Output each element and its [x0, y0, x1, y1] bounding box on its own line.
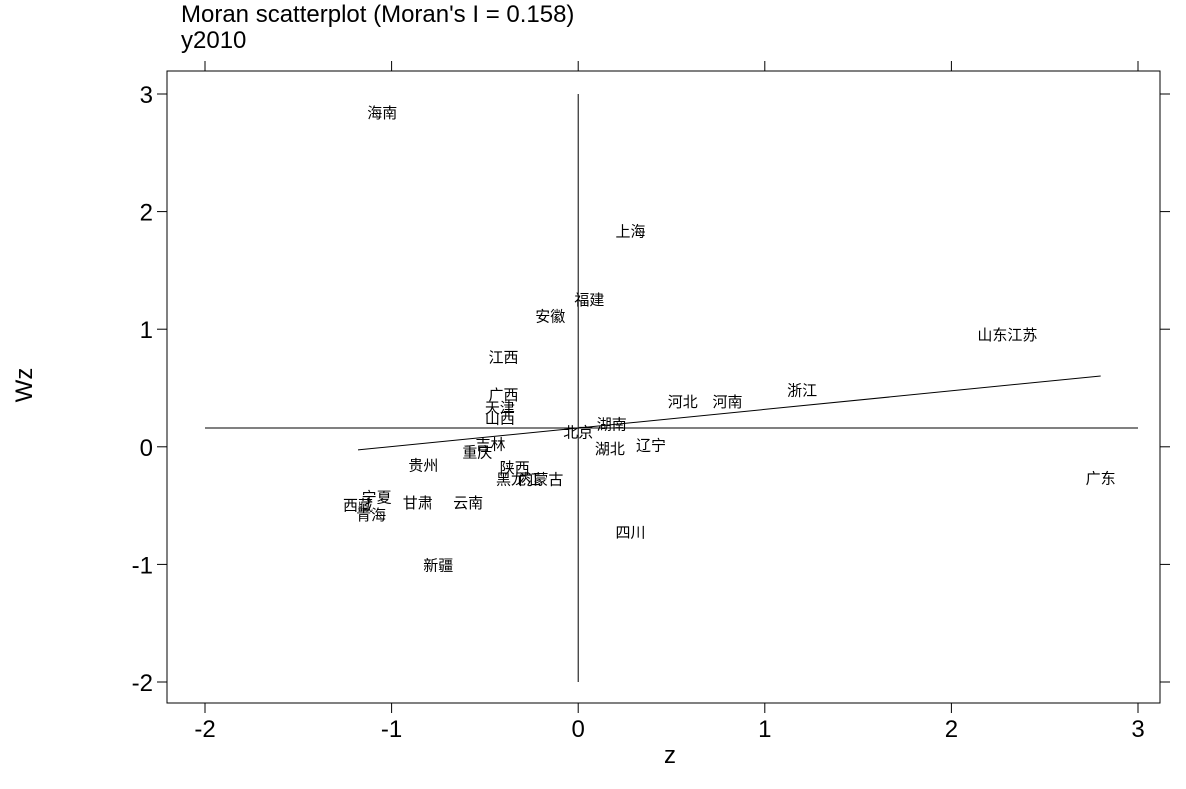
data-point-label: 广东 [1086, 470, 1116, 488]
data-point-label: 四川 [615, 524, 645, 542]
data-point-label: 青海 [356, 506, 386, 524]
y-tick-label: 1 [140, 317, 153, 344]
data-point-label: 甘肃 [403, 494, 433, 512]
data-point-label: 新疆 [423, 557, 453, 575]
x-tick-label: 0 [572, 716, 585, 743]
y-tick-label: 0 [140, 435, 153, 462]
data-point-label: 广西 [489, 386, 519, 404]
data-point-label: 天津 [485, 399, 515, 417]
y-tick-label: 3 [140, 82, 153, 109]
data-point-label: 湖北 [595, 440, 625, 458]
plot-title: Moran scatterplot (Moran's I = 0.158) [181, 1, 575, 28]
x-tick-label: -2 [194, 716, 215, 743]
x-tick-label: -1 [381, 716, 402, 743]
x-axis-title: z [664, 742, 676, 769]
data-point-label: 浙江 [787, 381, 817, 399]
data-point-label: 安徽 [535, 307, 565, 325]
data-point-label: 西藏 [343, 497, 373, 515]
data-point-label: 河南 [712, 393, 742, 411]
regression-line [357, 375, 1101, 451]
data-point-label: 湖南 [597, 415, 627, 433]
data-point-label: 北京 [563, 424, 593, 442]
y-tick-label: 2 [140, 200, 153, 227]
y-axis-title: Wz [11, 368, 38, 403]
x-tick-label: 3 [1131, 716, 1144, 743]
x-tick-label: 1 [758, 716, 771, 743]
data-point-label: 江西 [489, 348, 519, 366]
y-tick-label: -1 [132, 552, 153, 579]
data-point-label: 山东江苏 [977, 326, 1037, 344]
data-point-label: 宁夏 [362, 488, 392, 506]
data-point-label: 上海 [615, 223, 645, 241]
y-tick-label: -2 [132, 670, 153, 697]
data-point-label: 吉林 [475, 435, 505, 453]
plot-frame [166, 70, 1161, 704]
data-point-label: 河北 [668, 393, 698, 411]
x-tick-label: 2 [945, 716, 958, 743]
data-point-label: 陕西 [500, 459, 530, 477]
data-point-label: 云南 [453, 494, 483, 512]
plot-subtitle: y2010 [181, 27, 247, 54]
data-point-label: 内蒙古 [518, 471, 563, 489]
data-point-label: 福建 [574, 291, 604, 309]
data-point-label: 黑龙江 [496, 471, 541, 489]
data-point-label: 海南 [367, 104, 397, 122]
data-point-label: 重庆 [462, 444, 492, 462]
data-point-label: 辽宁 [636, 437, 666, 455]
data-point-label: 贵州 [408, 457, 438, 475]
data-point-label: 山西 [485, 410, 515, 428]
